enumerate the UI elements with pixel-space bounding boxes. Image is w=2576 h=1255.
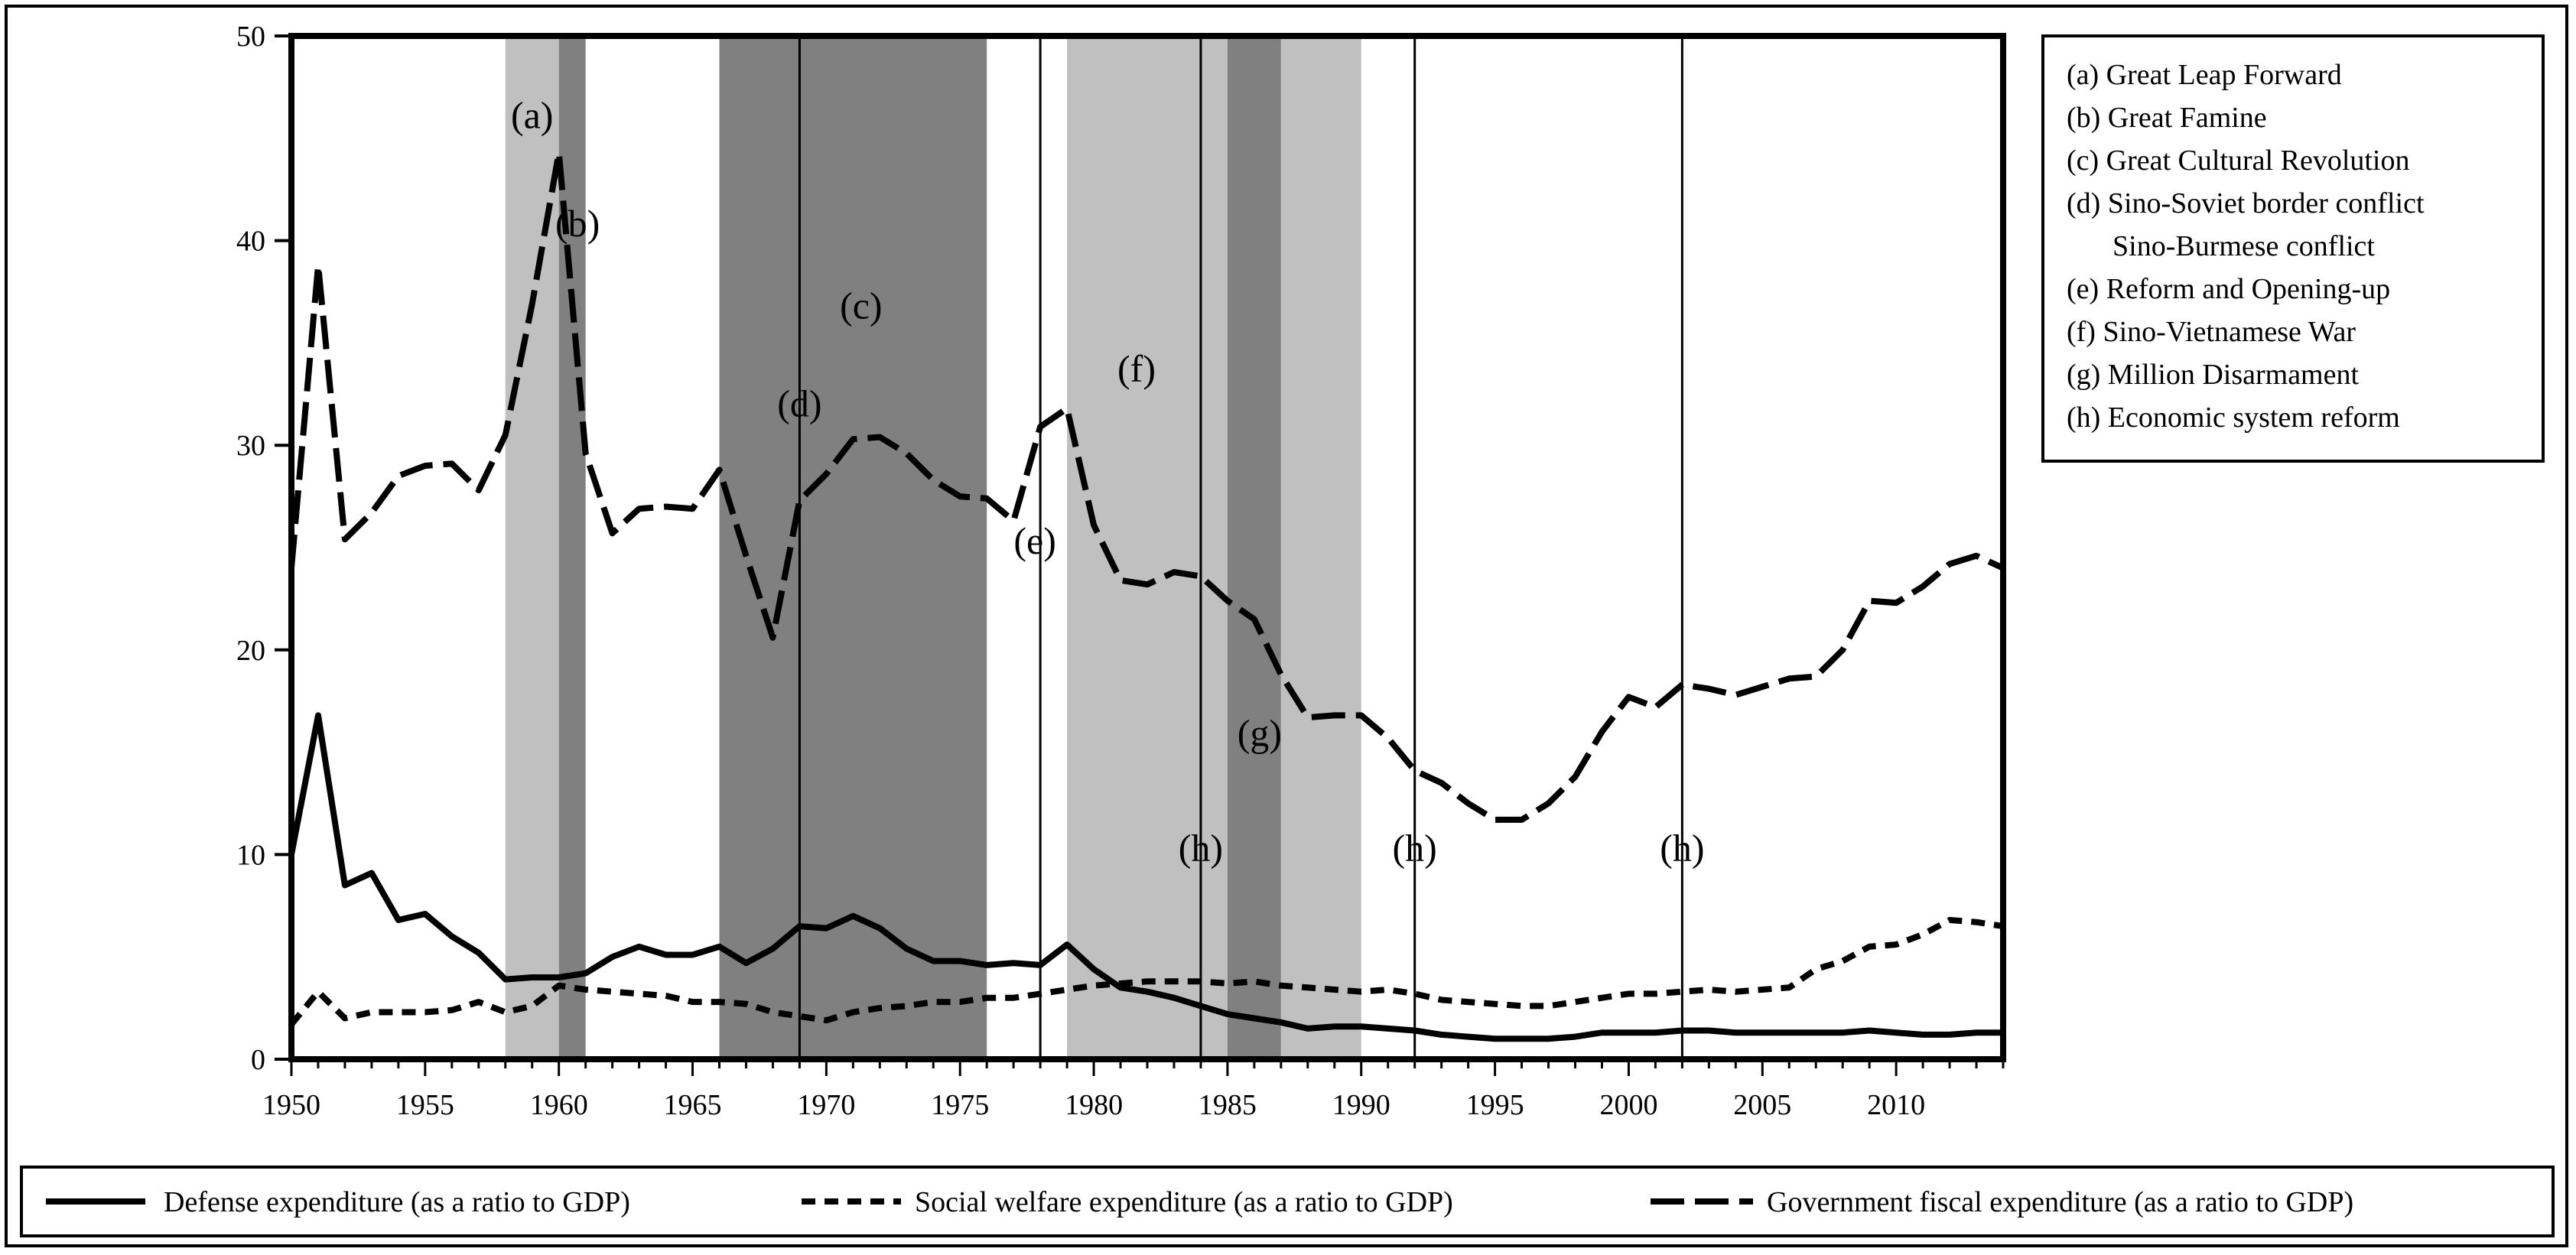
period-legend-item: (c) Great Cultural Revolution	[2067, 145, 2410, 177]
social-welfare-line	[288, 917, 2004, 1027]
y-tick-label: 30	[236, 430, 265, 462]
shaded-period-light	[1280, 36, 1361, 1059]
defense-expenditure-line	[288, 712, 2003, 1042]
period-annotation: (h)	[1660, 826, 1704, 869]
period-annotation: (g)	[1238, 712, 1282, 755]
x-tick-label: 1985	[1199, 1089, 1257, 1121]
y-tick-label: 50	[236, 21, 265, 53]
period-annotation: (h)	[1393, 826, 1437, 869]
x-tick-label: 1970	[797, 1089, 855, 1121]
period-legend-item: (f) Sino-Vietnamese War	[2067, 316, 2356, 348]
period-legend-item: (h) Economic system reform	[2067, 402, 2400, 434]
event-lines	[798, 36, 1683, 1059]
series-legend: Defense expenditure (as a ratio to GDP) …	[20, 1166, 2555, 1237]
y-tick-label: 40	[236, 226, 265, 258]
period-annotation: (c)	[840, 284, 883, 327]
period-annotation: (e)	[1013, 519, 1056, 562]
series-legend-box	[20, 1166, 2555, 1237]
x-tick-label: 1975	[931, 1089, 989, 1121]
shaded-period-dark	[719, 36, 987, 1059]
legend-label-social: Social welfare expenditure (as a ratio t…	[915, 1186, 1453, 1218]
period-legend-item: (a) Great Leap Forward	[2067, 59, 2342, 91]
shaded-period-dark	[1227, 36, 1281, 1059]
x-tick-label: 1990	[1332, 1089, 1390, 1121]
period-annotation: (a)	[511, 93, 554, 136]
period-annotation: (f)	[1117, 347, 1156, 390]
x-tick-label: 2000	[1599, 1089, 1657, 1121]
x-tick-label: 1965	[664, 1089, 722, 1121]
period-annotations: (a) (b) (c) (d) (f) (e) (g) (h) (h) (h)	[511, 93, 1705, 869]
period-legend-item: (d) Sino-Soviet border conflict	[2067, 187, 2425, 219]
x-tick-label: 2005	[1733, 1089, 1791, 1121]
government-fiscal-line	[288, 149, 2005, 823]
period-annotation: (d)	[777, 382, 821, 425]
x-tick-label: 1960	[530, 1089, 588, 1121]
y-axis: 0 10 20 30 40 50	[236, 21, 291, 1076]
legend-label-government: Government fiscal expenditure (as a rati…	[1767, 1186, 2353, 1218]
period-legend-box	[2041, 34, 2545, 463]
x-axis: 1950 1955 1960 1965 1970 1975 1980 1985 1990 1995…	[262, 1059, 2005, 1121]
x-tick-label: 1950	[262, 1089, 320, 1121]
period-legend-item: Sino-Burmese conflict	[2113, 230, 2375, 262]
period-annotation: (b)	[555, 202, 600, 245]
period-legend: (a) Great Leap Forward (b) Great Famine …	[2041, 34, 2545, 463]
y-tick-label: 10	[236, 839, 265, 871]
series-lines	[288, 149, 2005, 1042]
legend-label-defense: Defense expenditure (as a ratio to GDP)	[164, 1186, 630, 1218]
period-legend-item: (g) Million Disarmament	[2067, 359, 2359, 391]
x-tick-label: 1955	[396, 1089, 454, 1121]
period-legend-item: (e) Reform and Opening-up	[2067, 273, 2390, 305]
x-tick-label: 2010	[1867, 1089, 1925, 1121]
y-tick-label: 20	[236, 635, 265, 667]
x-tick-label: 1995	[1466, 1089, 1524, 1121]
y-tick-label: 0	[251, 1044, 265, 1076]
shaded-periods	[505, 36, 1361, 1059]
x-tick-label: 1980	[1065, 1089, 1123, 1121]
period-legend-item: (b) Great Famine	[2067, 102, 2267, 134]
period-annotation: (h)	[1179, 826, 1223, 869]
shaded-period-light	[1067, 36, 1228, 1059]
